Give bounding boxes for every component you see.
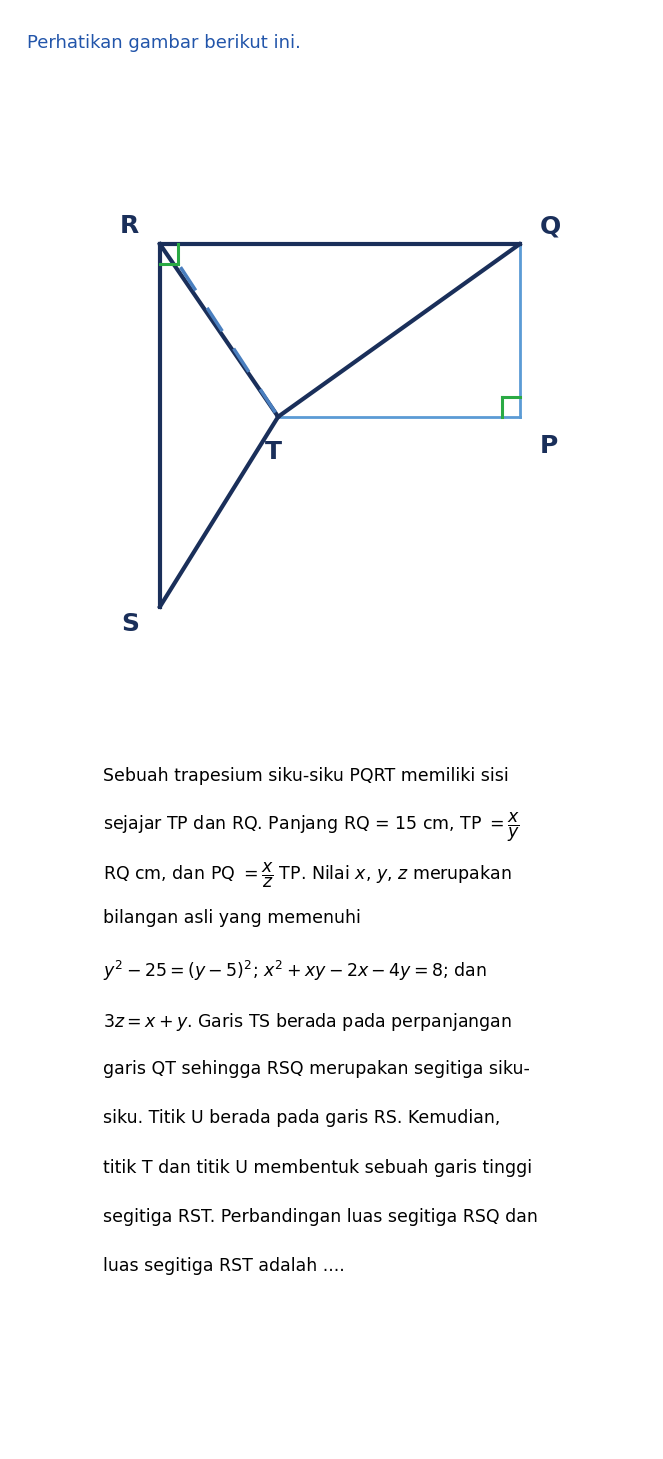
- Text: T: T: [265, 439, 282, 464]
- Text: R: R: [120, 214, 139, 238]
- Text: RQ cm, dan PQ $= \dfrac{x}{z}$ TP. Nilai $x$, $y$, $z$ merupakan: RQ cm, dan PQ $= \dfrac{x}{z}$ TP. Nilai…: [103, 861, 512, 890]
- Text: S: S: [121, 613, 139, 636]
- Text: $3z = x + y$. Garis TS berada pada perpanjangan: $3z = x + y$. Garis TS berada pada perpa…: [103, 1011, 512, 1033]
- Text: Sebuah trapesium siku-siku PQRT memiliki sisi: Sebuah trapesium siku-siku PQRT memiliki…: [103, 767, 509, 785]
- Text: siku. Titik U berada pada garis RS. Kemudian,: siku. Titik U berada pada garis RS. Kemu…: [103, 1109, 501, 1128]
- Text: Perhatikan gambar berikut ini.: Perhatikan gambar berikut ini.: [27, 34, 300, 51]
- Text: garis QT sehingga RSQ merupakan segitiga siku-: garis QT sehingga RSQ merupakan segitiga…: [103, 1061, 530, 1078]
- Text: Q: Q: [540, 214, 562, 238]
- Text: bilangan asli yang memenuhi: bilangan asli yang memenuhi: [103, 909, 361, 928]
- Text: luas segitiga RST adalah ....: luas segitiga RST adalah ....: [103, 1258, 345, 1275]
- Text: titik T dan titik U membentuk sebuah garis tinggi: titik T dan titik U membentuk sebuah gar…: [103, 1158, 532, 1177]
- Text: P: P: [540, 433, 558, 458]
- Text: sejajar TP dan RQ. Panjang RQ = 15 cm, TP $= \dfrac{x}{y}$: sejajar TP dan RQ. Panjang RQ = 15 cm, T…: [103, 811, 520, 845]
- Text: $y^2 - 25 = (y - 5)^2$; $x^2 + xy - 2x - 4y = 8$; dan: $y^2 - 25 = (y - 5)^2$; $x^2 + xy - 2x -…: [103, 959, 487, 983]
- Text: segitiga RST. Perbandingan luas segitiga RSQ dan: segitiga RST. Perbandingan luas segitiga…: [103, 1208, 538, 1226]
